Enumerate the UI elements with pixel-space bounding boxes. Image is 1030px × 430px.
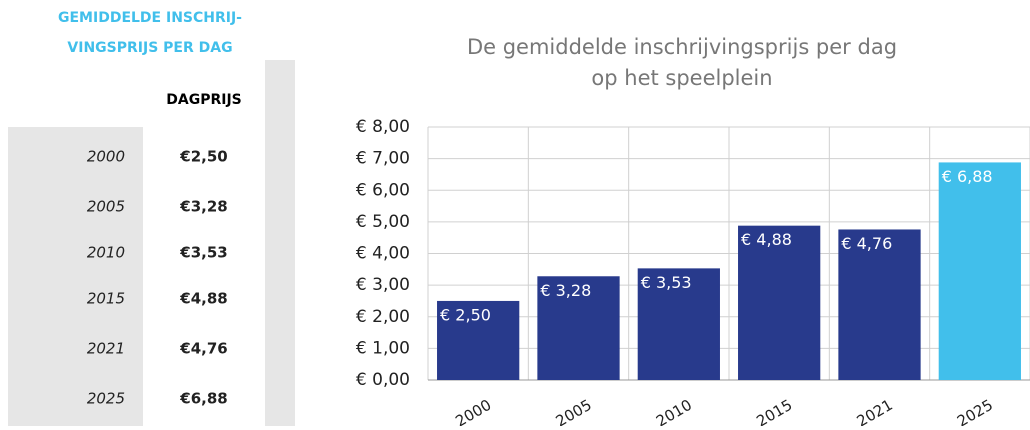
x-tick-label: 2015 [753, 396, 795, 426]
value-label: € 2,50 [440, 305, 491, 324]
chart-title: op het speelplein [591, 66, 772, 90]
y-tick-label: € 6,00 [356, 180, 410, 200]
table-header: DAGPRIJS [166, 92, 242, 108]
row-price: €4,76 [179, 340, 227, 358]
y-tick-label: € 2,00 [356, 307, 410, 327]
table-title: VINGSPRIJS PER DAG [67, 40, 232, 56]
y-tick-label: € 4,00 [356, 244, 410, 264]
row-year: 2010 [87, 244, 125, 262]
x-tick-label: 2000 [452, 396, 494, 426]
value-label: € 4,76 [841, 234, 892, 253]
row-price: €6,88 [179, 390, 227, 408]
x-tick-label: 2025 [954, 396, 996, 426]
bar [938, 162, 1021, 380]
table-column [143, 70, 265, 426]
row-price: €2,50 [179, 148, 227, 166]
y-tick-label: € 8,00 [356, 117, 410, 137]
row-price: €3,28 [179, 198, 227, 216]
y-tick-label: € 0,00 [356, 370, 410, 390]
chart-title: De gemiddelde inschrijvingsprijs per dag [467, 35, 897, 59]
bar [437, 300, 520, 380]
row-price: €4,88 [179, 290, 227, 308]
y-tick-label: € 7,00 [356, 149, 410, 169]
bar [637, 268, 720, 380]
table-border [265, 60, 295, 426]
x-tick-label: 2010 [653, 396, 695, 426]
x-tick-label: 2021 [854, 396, 896, 426]
value-label: € 6,88 [942, 167, 993, 186]
bar [738, 225, 821, 380]
y-tick-label: € 1,00 [356, 338, 410, 358]
x-tick-label: 2005 [553, 396, 595, 426]
row-price: €3,53 [179, 244, 227, 262]
table-title: GEMIDDELDE INSCHRIJ- [58, 10, 242, 26]
row-year: 2000 [87, 148, 125, 166]
row-year: 2021 [87, 340, 125, 358]
bar [838, 229, 921, 380]
row-year: 2025 [87, 390, 125, 408]
row-year: 2005 [87, 198, 125, 216]
bar [537, 276, 620, 380]
value-label: € 3,28 [540, 281, 591, 300]
row-year: 2015 [87, 290, 125, 308]
y-tick-label: € 3,00 [356, 275, 410, 295]
value-label: € 4,88 [741, 230, 792, 249]
value-label: € 3,53 [641, 273, 692, 292]
y-tick-label: € 5,00 [356, 212, 410, 232]
